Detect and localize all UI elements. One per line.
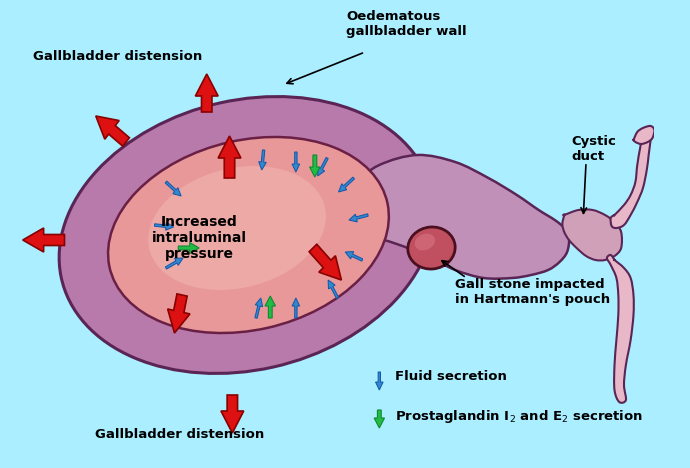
Ellipse shape — [59, 96, 434, 373]
PathPatch shape — [611, 132, 651, 228]
Text: Cystic
duct: Cystic duct — [571, 135, 615, 163]
FancyArrow shape — [168, 294, 190, 333]
Text: Gallbladder distension: Gallbladder distension — [95, 428, 264, 441]
Text: Gallbladder distension: Gallbladder distension — [33, 50, 202, 63]
FancyArrow shape — [265, 296, 275, 318]
FancyArrow shape — [317, 157, 328, 176]
FancyArrow shape — [309, 244, 342, 280]
Text: Gall stone impacted
in Hartmann's pouch: Gall stone impacted in Hartmann's pouch — [455, 278, 611, 306]
FancyArrow shape — [349, 214, 368, 222]
FancyArrow shape — [255, 298, 263, 318]
Text: Oedematous
gallbladder wall: Oedematous gallbladder wall — [346, 10, 466, 38]
Text: Increased
intraluminal
pressure: Increased intraluminal pressure — [152, 215, 246, 262]
FancyArrow shape — [178, 242, 199, 254]
FancyArrow shape — [374, 410, 384, 428]
Text: Fluid secretion: Fluid secretion — [395, 370, 506, 383]
Text: Prostaglandin I$_2$ and E$_2$ secretion: Prostaglandin I$_2$ and E$_2$ secretion — [395, 408, 642, 425]
FancyArrow shape — [195, 74, 218, 112]
PathPatch shape — [339, 155, 569, 279]
PathPatch shape — [633, 126, 654, 144]
PathPatch shape — [607, 255, 634, 403]
Ellipse shape — [148, 166, 326, 290]
FancyArrow shape — [375, 372, 383, 390]
FancyArrow shape — [310, 155, 320, 177]
FancyArrow shape — [96, 116, 130, 146]
FancyArrow shape — [166, 258, 183, 269]
FancyArrow shape — [259, 150, 266, 170]
FancyArrow shape — [218, 136, 241, 178]
FancyArrow shape — [221, 395, 244, 433]
PathPatch shape — [562, 209, 622, 261]
FancyArrow shape — [345, 252, 363, 261]
FancyArrow shape — [165, 181, 181, 196]
FancyArrow shape — [292, 298, 299, 318]
FancyArrow shape — [292, 152, 299, 172]
FancyArrow shape — [339, 177, 355, 192]
Ellipse shape — [408, 227, 455, 269]
Ellipse shape — [108, 137, 389, 333]
FancyArrow shape — [23, 228, 64, 252]
Ellipse shape — [415, 234, 435, 250]
FancyArrow shape — [155, 222, 174, 230]
FancyArrow shape — [328, 280, 339, 299]
